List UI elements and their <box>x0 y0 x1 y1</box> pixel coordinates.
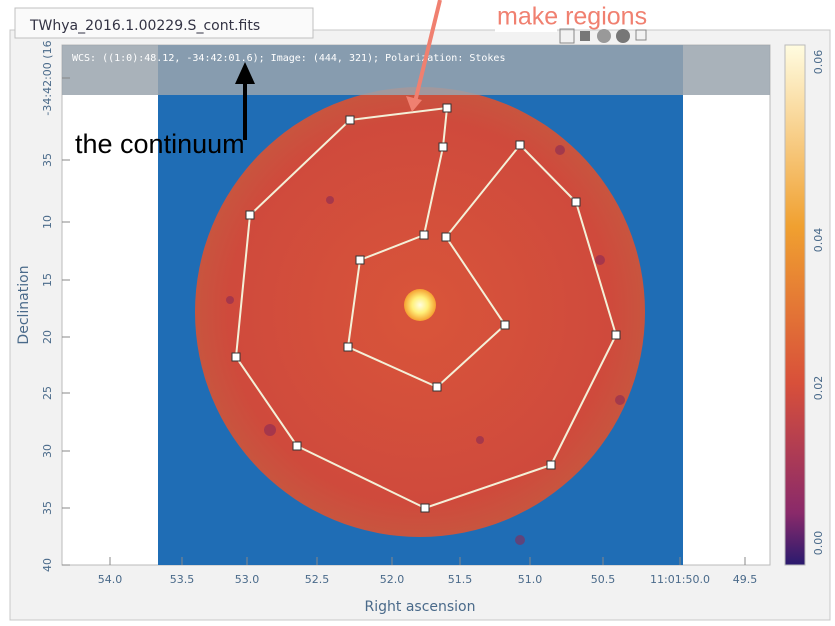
y-tick-label: 25 <box>41 386 54 400</box>
y-tick-label: 35 <box>41 153 54 167</box>
x-tick-label: 54.0 <box>98 573 123 586</box>
colorbar-tick-label: 0.04 <box>812 228 825 253</box>
annotation: the continuum <box>75 129 245 159</box>
x-tick-label: 53.0 <box>235 573 260 586</box>
x-tick-label: 50.5 <box>591 573 616 586</box>
x-tick-label: 51.0 <box>518 573 543 586</box>
y-tick-label: -34:42:00 (16 <box>41 40 54 115</box>
colorbar <box>785 45 805 565</box>
y-axis-label: Declination <box>16 265 32 344</box>
info-text: WCS: ((1:0):48.12, -34:42:01.6); Image: … <box>72 53 505 64</box>
annotation: make regions <box>497 3 647 31</box>
y-tick-label: 35 <box>41 501 54 515</box>
x-tick-label: 52.0 <box>380 573 405 586</box>
tab-title[interactable]: TWhya_2016.1.00229.S_cont.fits <box>29 18 260 34</box>
icon[interactable] <box>597 29 611 43</box>
x-axis-label: Right ascension <box>365 599 476 615</box>
x-tick-label: 53.5 <box>170 573 195 586</box>
y-tick-label: 10 <box>41 215 54 229</box>
icon[interactable] <box>616 29 630 43</box>
colorbar-tick-label: 0.02 <box>812 376 825 401</box>
x-tick-label: 49.5 <box>733 573 758 586</box>
x-tick-label: 52.5 <box>305 573 330 586</box>
colorbar-tick-label: 0.06 <box>812 50 825 75</box>
x-tick-label: 11:01:50.0 <box>650 573 710 586</box>
source <box>404 289 436 321</box>
colorbar-tick-label: 0.00 <box>812 531 825 556</box>
y-tick-label: 15 <box>41 273 54 287</box>
icon[interactable] <box>580 31 590 41</box>
y-tick-label: 40 <box>41 558 54 572</box>
viewer: TWhya_2016.1.00229.S_cont.fits WCS: ((1:… <box>0 0 835 622</box>
y-tick-label: 20 <box>41 330 54 344</box>
x-tick-label: 51.5 <box>448 573 473 586</box>
y-tick-label: 30 <box>41 444 54 458</box>
